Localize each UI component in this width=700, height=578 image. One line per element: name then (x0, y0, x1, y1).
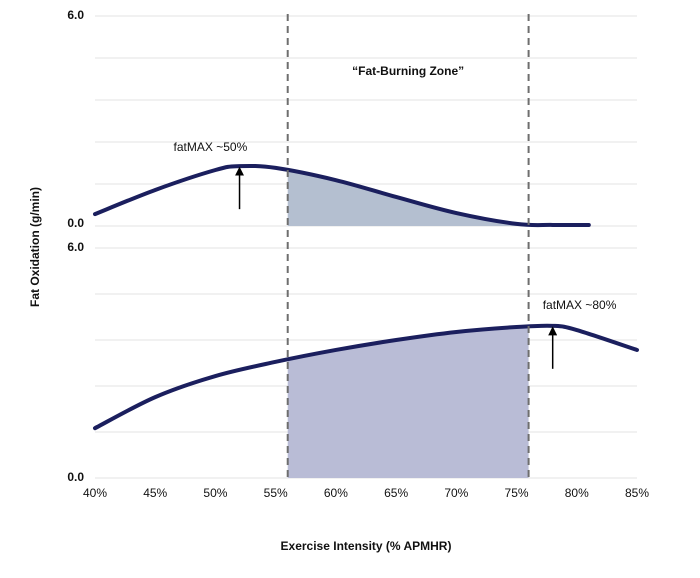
zone-area (287, 169, 529, 226)
x-tick-label: 70% (444, 486, 468, 500)
x-tick-label: 75% (505, 486, 529, 500)
y-tick-label: 6.0 (67, 240, 84, 254)
y-tick-label: 6.0 (67, 8, 84, 22)
x-tick-label: 85% (625, 486, 649, 500)
annotation: fatMAX ~50% (174, 140, 248, 154)
x-tick-label: 55% (264, 486, 288, 500)
y-tick-label: 0.0 (67, 216, 84, 230)
x-tick-label: 50% (203, 486, 227, 500)
curve (93, 323, 639, 431)
annotation: fatMAX ~80% (543, 298, 617, 312)
x-tick-label: 40% (83, 486, 107, 500)
x-tick-label: 60% (324, 486, 348, 500)
x-tick-label: 45% (143, 486, 167, 500)
y-tick-label: 0.0 (67, 470, 84, 484)
x-tick-label: 65% (384, 486, 408, 500)
x-axis-title: Exercise Intensity (% APMHR) (281, 539, 452, 553)
x-tick-label: 80% (565, 486, 589, 500)
zone-label: “Fat-Burning Zone” (352, 64, 464, 78)
zone-area (287, 326, 529, 478)
y-axis-title: Fat Oxidation (g/min) (28, 187, 42, 307)
